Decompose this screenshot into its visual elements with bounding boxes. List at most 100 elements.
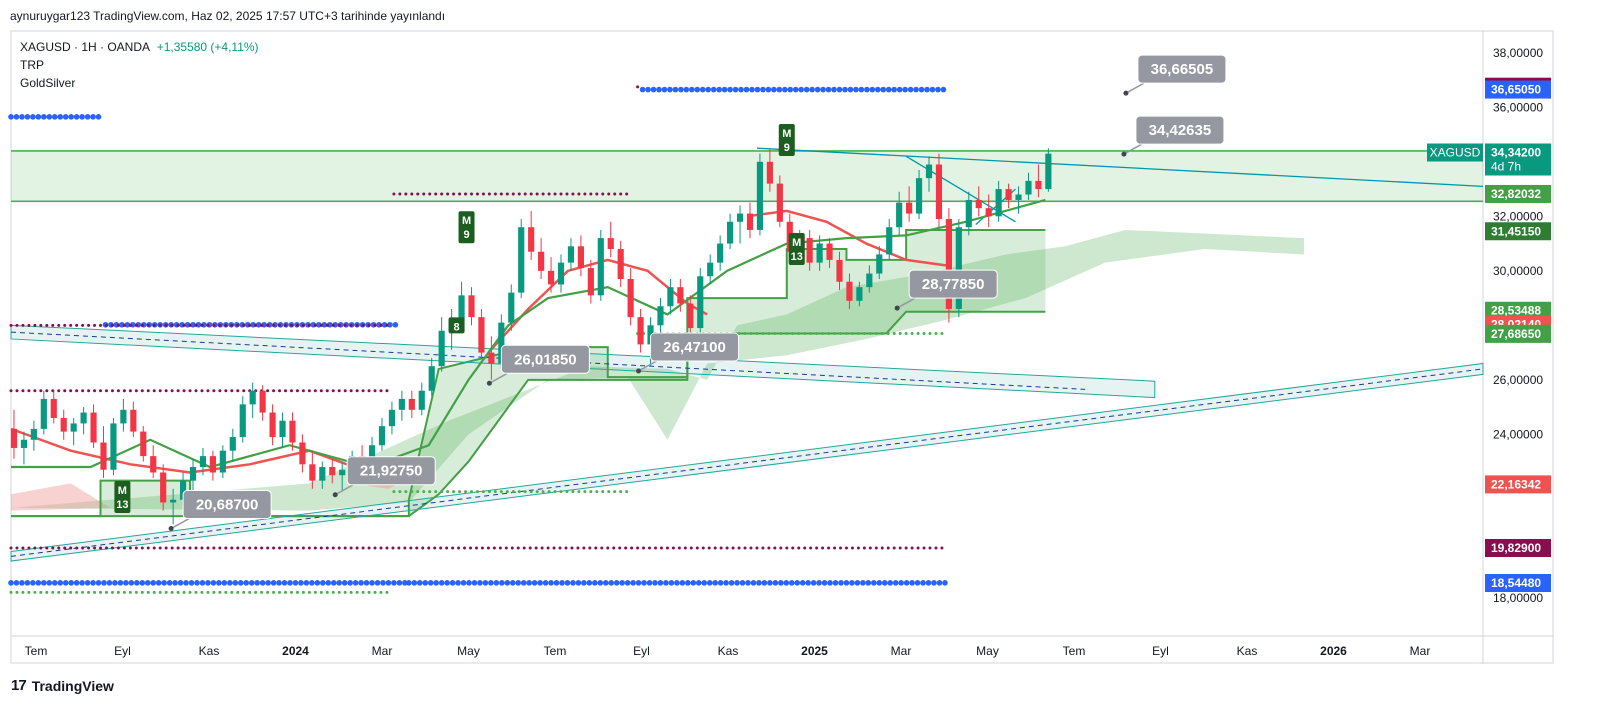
candle xyxy=(80,407,87,435)
pivot-dot xyxy=(935,86,941,93)
pivot-dot xyxy=(940,86,947,93)
pivot-dot xyxy=(45,389,49,393)
pivot-dot xyxy=(248,546,252,550)
pivot-dot xyxy=(592,580,598,586)
time-tick-label: Tem xyxy=(544,644,567,658)
pivot-dot xyxy=(892,546,896,550)
pivot-dot xyxy=(663,580,669,586)
pivot-dot xyxy=(869,86,876,93)
candle xyxy=(697,268,704,334)
price-badge: 19,82900 xyxy=(1485,539,1551,558)
pivot-dot xyxy=(260,323,264,327)
candle-body xyxy=(896,202,903,228)
symbol-row[interactable]: XAGUSD · 1H · OANDA +1,35580 (+4,11%) xyxy=(20,38,259,56)
pivot-dot xyxy=(928,546,932,550)
pivot-dot xyxy=(486,546,490,550)
pivot-dot xyxy=(236,546,240,550)
pivot-dot xyxy=(667,86,673,93)
pivot-dot xyxy=(260,546,264,550)
pivot-dot xyxy=(477,580,483,586)
pivot-dot xyxy=(854,580,861,586)
pivot-dot xyxy=(618,546,622,550)
signal-badge-box xyxy=(458,211,475,244)
pivot-dot xyxy=(146,546,150,550)
pivot-dot xyxy=(301,389,305,393)
pivot-dot xyxy=(33,546,37,550)
pivot-dot xyxy=(850,546,854,550)
candle-body xyxy=(259,390,266,413)
candle xyxy=(428,358,435,397)
pivot-dot xyxy=(170,546,174,550)
pivot-dot xyxy=(24,114,31,120)
pivot-dot xyxy=(212,323,216,327)
pivot-dot xyxy=(767,332,771,335)
candle xyxy=(577,235,584,277)
candle-body xyxy=(617,249,624,279)
pivot-dot xyxy=(51,590,55,594)
candle xyxy=(846,273,853,309)
pivot-dot xyxy=(295,389,299,393)
pivot-dot xyxy=(81,323,85,327)
price-tick-label: 26,00000 xyxy=(1493,373,1543,387)
indicator-trp[interactable]: TRP xyxy=(20,58,44,72)
pivot-dot xyxy=(170,323,174,327)
pivot-dot xyxy=(922,546,926,550)
pivot-dot xyxy=(176,590,180,594)
price-badge-text: 22,16342 xyxy=(1491,477,1541,491)
candle xyxy=(687,295,694,337)
pivot-dot xyxy=(122,590,126,594)
price-badge-box xyxy=(1485,143,1551,176)
pivot-dot xyxy=(564,546,568,550)
pivot-dot xyxy=(289,590,293,594)
footer-brand[interactable]: 17 TradingView xyxy=(11,677,114,694)
pivot-dot xyxy=(833,332,837,335)
signal-badge-text: 9 xyxy=(463,229,469,241)
pivot-dot xyxy=(398,490,402,494)
pivot-dot xyxy=(570,546,574,550)
pivot-dot xyxy=(87,546,91,550)
candle-body xyxy=(945,219,952,309)
pivot-dot xyxy=(84,580,91,586)
candle xyxy=(269,404,276,446)
pivot-dot xyxy=(898,546,902,550)
indicator-goldsilver[interactable]: GoldSilver xyxy=(20,76,76,90)
candle-body xyxy=(1015,194,1022,200)
pivot-dot xyxy=(266,323,270,327)
pivot-dot xyxy=(460,580,467,586)
callout-anchor xyxy=(168,526,174,532)
price-callout: 28,77850 xyxy=(894,269,998,311)
pivot-dot xyxy=(319,590,323,594)
pivot-dot xyxy=(731,546,735,550)
pivot-dot xyxy=(361,323,365,327)
pivot-dot xyxy=(531,580,538,586)
pivot-dot xyxy=(287,580,293,586)
candle-body xyxy=(816,243,823,263)
pivot-dot xyxy=(51,580,58,586)
pivot-dot xyxy=(134,580,140,586)
pivot-dot xyxy=(504,580,511,586)
footer-brand-label: TradingView xyxy=(31,677,114,694)
pivot-dot xyxy=(701,580,708,586)
pivot-dot xyxy=(374,580,381,586)
pivot-dot xyxy=(619,580,625,586)
pivot-dot xyxy=(152,546,156,550)
pivot-dot xyxy=(907,86,914,93)
candle-body xyxy=(219,450,226,473)
pivot-dot xyxy=(363,580,370,586)
pivot-dot xyxy=(815,332,819,335)
pivot-dot xyxy=(809,332,813,335)
candle-body xyxy=(547,270,555,285)
pivot-dot xyxy=(409,546,413,550)
pivot-dot xyxy=(63,389,67,393)
pivot-dot xyxy=(458,192,462,196)
pivot-dot xyxy=(337,389,341,393)
pivot-dot xyxy=(45,323,49,327)
pivot-dot xyxy=(785,332,789,335)
pivot-dot xyxy=(39,590,43,594)
pivot-dot xyxy=(307,590,311,594)
price-badge-text: 19,82900 xyxy=(1491,541,1541,555)
pivot-dot xyxy=(194,323,198,327)
pivot-dot xyxy=(940,546,944,550)
candle-body xyxy=(886,227,893,255)
